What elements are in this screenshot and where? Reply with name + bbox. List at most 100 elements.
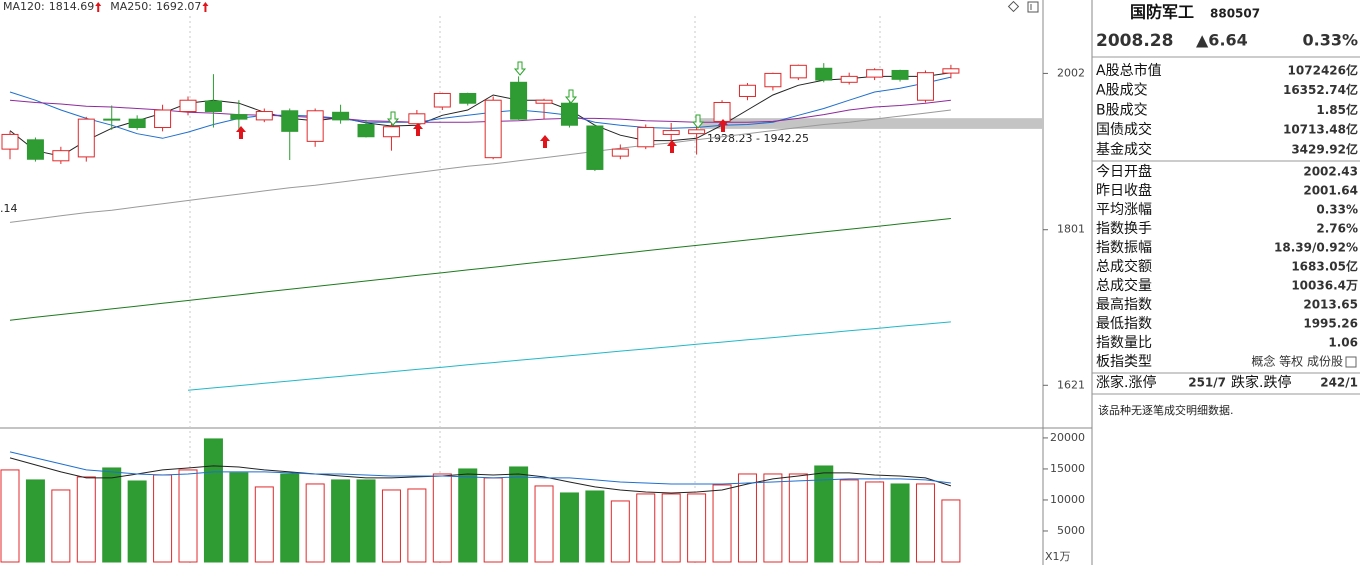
price-change: ▲6.64 <box>1196 31 1248 50</box>
ma-line <box>9 218 951 321</box>
volume-bar <box>178 469 198 563</box>
stat-label: 平均涨幅 <box>1096 202 1152 218</box>
volume-bar <box>305 483 325 563</box>
candle-body <box>815 67 833 81</box>
candle-body <box>230 114 248 120</box>
volume-bar <box>890 483 910 563</box>
stat-value: 1995.26 <box>1303 317 1358 331</box>
stat-label: 基金成交 <box>1096 141 1152 158</box>
volume-bar <box>280 473 300 563</box>
candle-body <box>26 139 44 160</box>
window-icon[interactable] <box>1027 1 1039 13</box>
stat-label: 今日开盘 <box>1096 163 1152 180</box>
volume-bar <box>839 479 859 563</box>
volume-unit: X1万 <box>1045 550 1071 563</box>
volume-bar <box>661 493 681 563</box>
price-change-percent: 0.33% <box>1302 31 1358 50</box>
candle-body <box>484 99 502 159</box>
volume-bar <box>458 468 478 563</box>
candle-body <box>128 118 146 129</box>
volume-bar <box>25 479 45 563</box>
candle-body <box>510 81 528 120</box>
volume-bar <box>153 474 173 563</box>
price-band <box>700 118 1043 129</box>
candle-body <box>433 92 451 108</box>
ma-line <box>9 72 951 157</box>
volume-bar <box>712 484 732 563</box>
volume-bar <box>254 486 274 563</box>
down-count-label: 跌家.跌停 <box>1231 374 1291 391</box>
candle-body <box>586 125 604 170</box>
stat-value: 2002.43 <box>1303 165 1358 179</box>
legend-value: 1814.69 <box>49 0 95 13</box>
y-tick-label: 1621 <box>1057 378 1085 391</box>
candle-body <box>52 150 70 162</box>
volume-bar <box>127 480 147 563</box>
y-tick-label: 2002 <box>1057 66 1085 79</box>
stat-value: 1.85亿 <box>1316 102 1358 117</box>
candle-body <box>459 92 477 104</box>
stat-value: 18.39/0.92% <box>1274 241 1358 255</box>
buy-arrow <box>236 126 246 139</box>
trade-note: 该品种无逐笔成交明细数据. <box>1098 403 1234 417</box>
stat-label: 最低指数 <box>1096 316 1152 332</box>
volume-bar <box>788 473 808 563</box>
stat-value: 2013.65 <box>1303 298 1358 312</box>
candle-body <box>357 123 375 138</box>
volume-bar <box>636 493 656 563</box>
candle-body <box>713 101 731 122</box>
candle-body <box>281 110 299 132</box>
volume-bar <box>559 492 579 563</box>
volume-bar <box>203 438 223 563</box>
legend-value: 1692.07 <box>156 0 202 13</box>
up-count: 251/7 <box>1188 376 1226 390</box>
volume-bar <box>483 477 503 563</box>
volume-bar <box>915 483 935 563</box>
index-code: 880507 <box>1210 7 1260 21</box>
volume-bar <box>102 467 122 563</box>
sell-arrow <box>565 89 577 104</box>
y-tick-label: 20000 <box>1050 431 1085 444</box>
volume-bar <box>687 493 707 563</box>
candle-body <box>204 100 222 113</box>
legend-arrow <box>95 2 102 12</box>
volume-bar <box>763 473 783 563</box>
candle-body <box>916 72 934 101</box>
stat-value: 10713.48亿 <box>1283 122 1358 137</box>
stat-value: 3429.92亿 <box>1291 141 1358 156</box>
candle-body <box>255 111 273 121</box>
sell-arrow <box>387 111 399 126</box>
stat-value: 16352.74亿 <box>1283 82 1358 97</box>
volume-bar <box>814 465 834 563</box>
stat-label: 指数量比 <box>1096 335 1152 351</box>
volume-bar <box>331 479 351 563</box>
candle-body <box>611 148 629 157</box>
stat-label: 昨日收盘 <box>1096 182 1152 199</box>
volume-bar <box>0 469 20 563</box>
legend-name: MA120: <box>3 0 45 13</box>
stat-label: 最高指数 <box>1096 296 1152 313</box>
sell-arrow <box>514 61 526 76</box>
stat-value: 10036.4万 <box>1291 279 1358 293</box>
volume-bar <box>941 499 961 563</box>
ma-line <box>187 321 951 391</box>
down-count: 242/1 <box>1320 376 1358 390</box>
candle-body <box>891 69 909 80</box>
stat-label: 总成交额 <box>1096 258 1152 275</box>
stat-value: 1683.05亿 <box>1291 259 1358 274</box>
diamond-icon[interactable] <box>1007 0 1020 13</box>
volume-bar <box>76 476 96 563</box>
stat-value: 2001.64 <box>1303 184 1358 198</box>
ma-line <box>9 457 952 494</box>
volume-bar <box>432 473 452 563</box>
stat-value: 0.33% <box>1316 203 1358 217</box>
stat-label: 国债成交 <box>1096 121 1152 138</box>
volume-bar <box>509 466 529 563</box>
ma-line <box>9 76 952 139</box>
y-tick-label: 1801 <box>1057 223 1085 236</box>
dropdown-icon <box>1345 356 1357 368</box>
